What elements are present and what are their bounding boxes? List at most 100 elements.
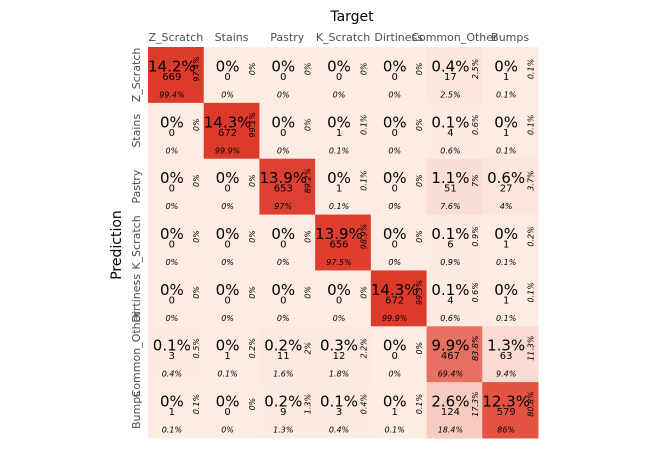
heat-cell <box>482 270 539 327</box>
row-percent: 2.5% <box>471 59 480 79</box>
row-percent: 0.1% <box>359 170 368 190</box>
cell-percent: 0.1% <box>431 113 469 131</box>
row-percent: 0% <box>192 286 201 299</box>
cell-count: 1 <box>169 407 175 418</box>
y-axis-title: Prediction <box>109 210 125 280</box>
row-percent: 99.3% <box>415 280 424 305</box>
cell-percent: 0% <box>216 57 240 75</box>
heat-cell <box>203 382 260 439</box>
cell-percent: 1.3% <box>487 337 525 355</box>
row-percent: 0.1% <box>527 115 536 135</box>
row-percent: 1.3% <box>304 394 313 414</box>
row-percent: 83.8% <box>471 336 480 361</box>
heat-cell <box>315 102 372 160</box>
col-percent: 0% <box>277 258 290 267</box>
cell-percent: 9.9% <box>431 337 469 355</box>
heat-cell <box>370 326 428 383</box>
cell-percent: 0% <box>327 113 351 131</box>
row-percent: 0.5% <box>192 338 201 358</box>
heat-cell <box>203 47 260 104</box>
heat-cell <box>259 214 316 271</box>
col-percent: 0.1% <box>496 90 516 99</box>
row-label: K_Scratch <box>130 215 143 269</box>
row-percent: 7% <box>471 174 480 187</box>
cell-percent: 0% <box>327 281 351 299</box>
cell-percent: 0% <box>216 169 240 187</box>
cell-percent: 14.3% <box>204 113 252 131</box>
cell-percent: 0.1% <box>431 225 469 243</box>
cell-count: 0 <box>224 407 230 418</box>
row-percent: 0% <box>248 174 257 187</box>
col-percent: 0% <box>333 314 346 323</box>
row-label: Stains <box>130 114 143 148</box>
heat-cell <box>482 102 539 160</box>
column-label: Bumps <box>491 31 529 44</box>
heat-cell <box>426 270 483 327</box>
heat-cell <box>370 270 428 327</box>
cell-percent: 12.3% <box>482 393 530 411</box>
cell-percent: 0% <box>494 225 518 243</box>
cell-percent: 0% <box>383 113 407 131</box>
chart-title: Target <box>329 9 374 25</box>
row-percent: 0% <box>248 63 257 76</box>
col-percent: 86% <box>497 426 515 435</box>
col-percent: 99.9% <box>215 146 240 155</box>
heat-cell <box>482 47 539 104</box>
row-percent: 80.8% <box>527 391 536 416</box>
row-percent: 99.1% <box>248 112 257 137</box>
col-percent: 0% <box>166 202 179 211</box>
cell-percent: 0% <box>271 225 295 243</box>
row-percent: 2% <box>304 342 313 355</box>
cell-count: 124 <box>441 407 460 418</box>
row-percent: 11.3% <box>527 336 536 361</box>
heat-cell <box>148 47 205 104</box>
cell-percent: 0.1% <box>320 393 358 411</box>
heat-cell <box>426 47 483 104</box>
col-percent: 0% <box>221 426 234 435</box>
row-percent: 0% <box>415 118 424 131</box>
col-percent: 0.4% <box>162 370 182 379</box>
heat-cell <box>315 326 372 383</box>
heat-cell <box>259 382 316 439</box>
cell-count: 51 <box>444 184 457 195</box>
row-percent: 0% <box>192 174 201 187</box>
column-label: K_Scratch <box>316 31 370 44</box>
cell-percent: 2.6% <box>431 393 469 411</box>
col-percent: 0.6% <box>440 314 460 323</box>
cell-percent: 0% <box>494 281 518 299</box>
cell-count: 0 <box>280 240 286 251</box>
col-percent: 0.1% <box>496 314 516 323</box>
cell-percent: 0.1% <box>431 281 469 299</box>
row-percent: 0.1% <box>415 394 424 414</box>
row-percent: 2.2% <box>359 338 368 358</box>
col-percent: 0% <box>277 146 290 155</box>
col-percent: 1.6% <box>273 370 293 379</box>
heat-cell <box>370 214 428 271</box>
heat-cell <box>315 158 372 216</box>
col-percent: 0.9% <box>440 258 460 267</box>
heat-cell <box>315 382 372 439</box>
cell-count: 1 <box>503 240 509 251</box>
col-percent: 2.5% <box>440 90 460 99</box>
row-percent: 0% <box>304 286 313 299</box>
col-percent: 0% <box>277 90 290 99</box>
row-percent: 0.1% <box>359 115 368 135</box>
cell-count: 0 <box>224 240 230 251</box>
heat-cell <box>259 47 316 104</box>
cell-percent: 1.1% <box>431 169 469 187</box>
cell-count: 1 <box>336 184 342 195</box>
cell-count: 1 <box>503 295 509 306</box>
heat-cell <box>148 102 205 160</box>
heat-cell <box>148 326 205 383</box>
cell-percent: 0% <box>160 225 184 243</box>
row-percent: 98.9% <box>359 224 368 249</box>
cell-count: 4 <box>447 128 453 139</box>
col-percent: 99.9% <box>382 314 407 323</box>
row-percent: 0% <box>415 342 424 355</box>
heat-cell <box>148 214 205 271</box>
cell-count: 1 <box>503 72 509 83</box>
cell-count: 9 <box>280 407 286 418</box>
row-percent: 0.4% <box>359 394 368 414</box>
col-percent: 7.6% <box>440 202 460 211</box>
